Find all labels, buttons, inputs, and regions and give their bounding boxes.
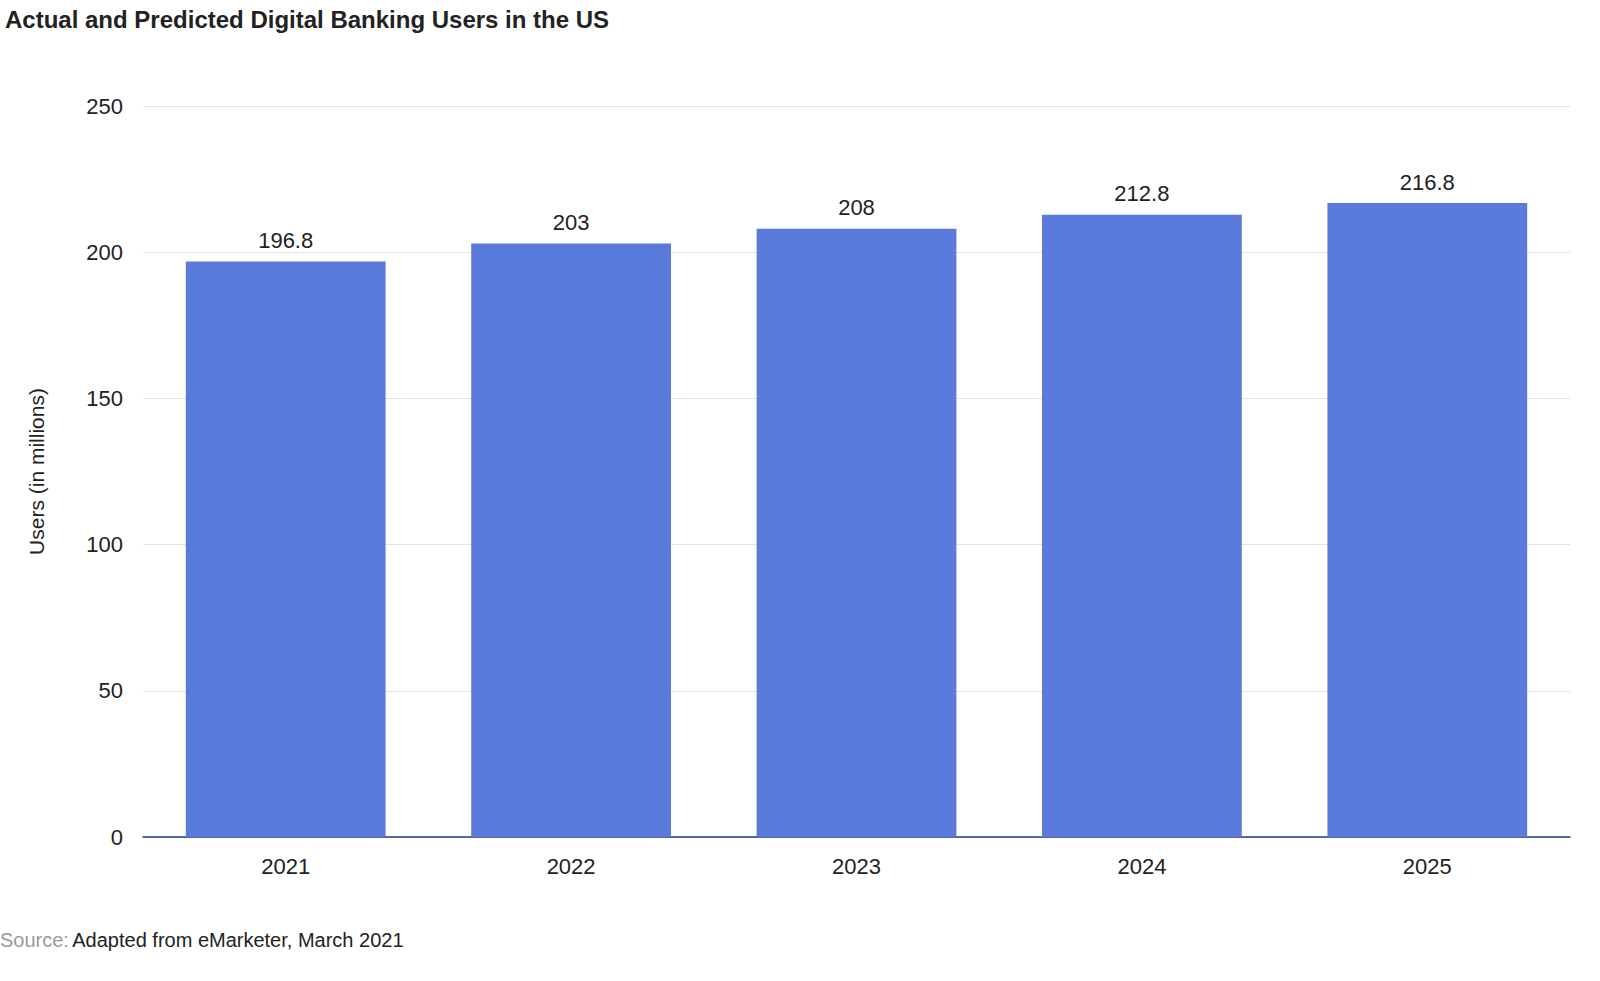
svg-text:2024: 2024 (1117, 854, 1166, 879)
svg-text:250: 250 (86, 94, 123, 119)
svg-text:Actual and Predicted Digital B: Actual and Predicted Digital Banking Use… (5, 6, 609, 33)
svg-text:50: 50 (99, 678, 123, 703)
svg-text:0: 0 (111, 825, 123, 850)
svg-text:Adapted from eMarketer, March: Adapted from eMarketer, March 2021 (72, 929, 403, 951)
svg-text:208: 208 (838, 195, 875, 220)
svg-text:150: 150 (86, 386, 123, 411)
svg-text:200: 200 (86, 240, 123, 265)
svg-text:100: 100 (86, 532, 123, 557)
svg-text:2021: 2021 (261, 854, 310, 879)
svg-text:2023: 2023 (832, 854, 881, 879)
svg-text:216.8: 216.8 (1400, 170, 1455, 195)
svg-text:Users (in millions): Users (in millions) (25, 388, 48, 555)
svg-text:212.8: 212.8 (1114, 181, 1169, 206)
svg-text:2022: 2022 (547, 854, 596, 879)
svg-text:203: 203 (553, 210, 590, 235)
svg-text:2025: 2025 (1403, 854, 1452, 879)
svg-text:196.8: 196.8 (258, 228, 313, 253)
svg-text:Source:: Source: (0, 929, 69, 951)
